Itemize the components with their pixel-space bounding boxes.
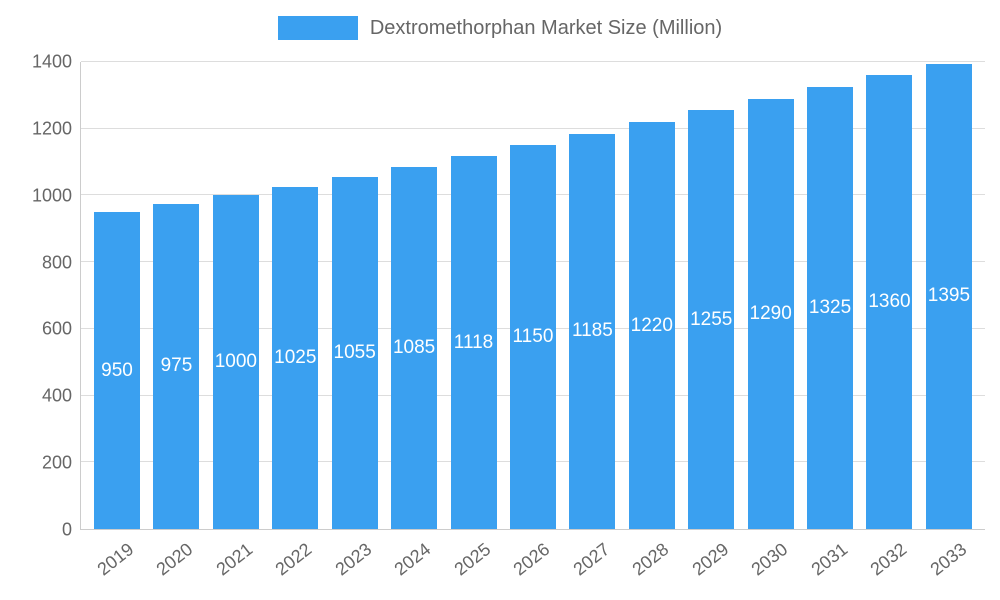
y-tick-label: 600 <box>41 318 72 339</box>
bar-value-label: 1290 <box>749 302 792 324</box>
x-tick-label: 2029 <box>688 539 733 580</box>
bar: 1185 <box>569 133 616 529</box>
x-tick-label: 2028 <box>628 539 673 580</box>
bar: 1055 <box>331 177 378 529</box>
x-tick: 2026 <box>510 531 556 600</box>
x-tick: 2033 <box>926 531 972 600</box>
x-tick: 2019 <box>93 531 139 600</box>
y-tick-label: 400 <box>41 385 72 406</box>
bar: 1118 <box>450 156 497 529</box>
bar: 1000 <box>212 195 259 529</box>
x-tick-label: 2020 <box>152 539 197 580</box>
x-tick: 2031 <box>807 531 853 600</box>
x-tick: 2030 <box>748 531 794 600</box>
bar: 1325 <box>807 87 854 529</box>
plot-area: 950 975 1000 1025 1055 1085 1118 1150 1185 1220 12… <box>80 61 985 530</box>
x-tick: 2028 <box>629 531 675 600</box>
bar: 1395 <box>925 63 972 529</box>
x-tick: 2027 <box>569 531 615 600</box>
bar-value-label: 950 <box>101 359 133 381</box>
bar-value-label: 1360 <box>868 291 911 313</box>
x-tick-label: 2022 <box>271 539 316 580</box>
y-tick-label: 1000 <box>31 185 72 206</box>
bar-value-label: 1395 <box>927 285 971 307</box>
bar-value-label: 1055 <box>333 342 376 364</box>
y-tick-label: 0 <box>61 519 72 540</box>
x-tick: 2021 <box>212 531 258 600</box>
bar: 950 <box>94 212 140 529</box>
bar: 1150 <box>509 145 556 529</box>
bar: 1085 <box>391 167 438 529</box>
bar: 1290 <box>747 98 794 529</box>
y-tick-label: 200 <box>41 452 72 473</box>
x-tick-label: 2023 <box>331 539 376 580</box>
y-tick-label: 1200 <box>31 118 72 139</box>
y-tick-label: 800 <box>41 252 72 273</box>
gridline <box>81 127 985 129</box>
x-tick: 2029 <box>688 531 734 600</box>
x-tick-label: 2033 <box>926 539 971 580</box>
chart-title: Dextromethorphan Market Size (Million) <box>369 17 723 39</box>
x-tick-label: 2031 <box>807 539 852 580</box>
bar-value-label: 1118 <box>453 331 494 353</box>
x-tick-label: 2019 <box>93 539 138 580</box>
x-tick-label: 2025 <box>450 539 495 580</box>
bar-value-label: 1150 <box>512 326 554 348</box>
bar-value-label: 1085 <box>392 337 436 359</box>
y-axis: 0 200 400 600 800 1000 1200 1400 <box>0 52 72 540</box>
bar: 1255 <box>688 110 735 529</box>
x-tick: 2020 <box>153 531 199 600</box>
y-tick-label: 1400 <box>31 51 72 72</box>
x-tick-label: 2027 <box>569 539 614 580</box>
x-tick-label: 2030 <box>747 539 792 580</box>
x-tick: 2032 <box>867 531 913 600</box>
x-axis: 2019 2020 2021 2022 2023 2024 2025 2026 2027 2028… <box>80 531 985 600</box>
x-tick: 2023 <box>331 531 377 600</box>
bar-value-label: 1325 <box>808 297 852 319</box>
x-tick-label: 2021 <box>212 539 257 580</box>
bar-series: 950 975 1000 1025 1055 1085 1118 1150 1185 1220 12… <box>81 62 985 529</box>
bar: 1220 <box>628 122 675 529</box>
bar-value-label: 1220 <box>630 314 673 336</box>
bar-value-label: 1255 <box>690 308 733 330</box>
x-tick: 2022 <box>272 531 318 600</box>
bar: 1025 <box>272 187 319 529</box>
x-tick: 2025 <box>450 531 496 600</box>
x-tick-label: 2032 <box>866 539 911 580</box>
x-tick: 2024 <box>391 531 437 600</box>
bar: 975 <box>153 203 200 529</box>
legend-swatch-icon <box>277 16 358 40</box>
bar-value-label: 975 <box>160 355 193 377</box>
gridline <box>81 61 985 62</box>
bar-value-label: 1185 <box>571 320 613 342</box>
bar-value-label: 1000 <box>214 351 257 373</box>
bar: 1360 <box>866 75 913 529</box>
bar-value-label: 1025 <box>274 347 317 369</box>
x-tick-label: 2024 <box>390 539 435 580</box>
x-tick-label: 2026 <box>509 539 554 580</box>
chart-legend[interactable]: Dextromethorphan Market Size (Million) <box>0 16 1000 40</box>
